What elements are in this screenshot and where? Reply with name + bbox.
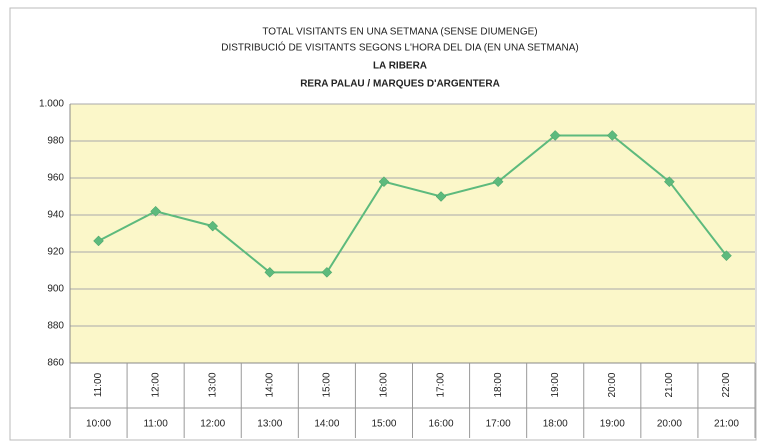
- chart-title: DISTRIBUCIÓ DE VISITANTS SEGONS L'HORA D…: [221, 41, 579, 54]
- data-point: [93, 235, 104, 247]
- x-tick-label: 16:00: [379, 372, 390, 397]
- data-point: [321, 266, 333, 278]
- x-tick-label: 19:00: [550, 372, 561, 397]
- y-tick-label: 960: [47, 173, 64, 184]
- data-point: [606, 130, 618, 141]
- x-tick-label: 10:00: [86, 419, 111, 430]
- chart-title: TOTAL VISITANTS EN UNA SETMANA (SENSE DI…: [262, 27, 537, 38]
- y-tick-label: 940: [47, 210, 64, 221]
- x-tick-label: 21:00: [714, 419, 739, 430]
- x-tick-label: 14:00: [264, 372, 275, 397]
- chart-subtitle: RERA PALAU / MARQUES D'ARGENTERA: [300, 79, 500, 90]
- x-tick-label: 20:00: [657, 419, 682, 430]
- x-tick-label: 13:00: [257, 419, 282, 430]
- x-tick-label: 13:00: [207, 372, 218, 397]
- y-tick-label: 880: [47, 321, 64, 332]
- x-tick-label: 17:00: [436, 372, 447, 397]
- x-tick-label: 22:00: [721, 372, 732, 397]
- x-tick-label: 12:00: [200, 419, 225, 430]
- x-tick-label: 18:00: [543, 419, 568, 430]
- x-tick-label: 11:00: [93, 372, 104, 397]
- x-tick-label: 19:00: [600, 419, 625, 430]
- x-tick-label: 11:00: [143, 419, 168, 430]
- data-line: [98, 134, 728, 274]
- data-point: [549, 130, 561, 141]
- y-tick-label: 1.000: [39, 99, 64, 110]
- x-tick-label: 12:00: [150, 372, 161, 397]
- x-tick-label: 17:00: [486, 419, 511, 430]
- data-point: [664, 176, 675, 188]
- data-point: [492, 176, 504, 188]
- data-point: [721, 250, 732, 262]
- data-point: [435, 191, 447, 202]
- chart-subtitle: LA RIBERA: [373, 61, 427, 72]
- data-point: [264, 266, 276, 278]
- data-point: [150, 205, 161, 217]
- plot-area: [70, 104, 755, 363]
- data-point: [207, 220, 219, 232]
- x-tick-label: 20:00: [607, 372, 618, 397]
- x-tick-label: 15:00: [322, 372, 333, 397]
- x-tick-label: 14:00: [314, 419, 339, 430]
- x-tick-label: 16:00: [429, 419, 454, 430]
- y-tick-label: 920: [47, 247, 64, 258]
- y-tick-label: 980: [47, 136, 64, 147]
- y-tick-label: 860: [47, 358, 64, 369]
- x-tick-label: 21:00: [664, 372, 675, 397]
- y-tick-label: 900: [47, 284, 64, 295]
- x-tick-label: 18:00: [493, 372, 504, 397]
- x-tick-label: 15:00: [371, 419, 396, 430]
- data-point: [378, 176, 390, 188]
